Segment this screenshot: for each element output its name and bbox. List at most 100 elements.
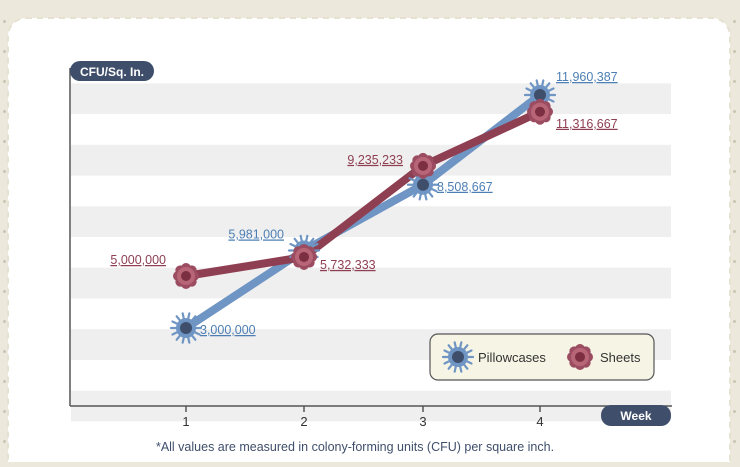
background-dot <box>733 200 736 203</box>
marker-spike <box>412 190 419 198</box>
background-dot <box>3 170 6 173</box>
background-dot <box>733 350 736 353</box>
background-dot <box>733 440 736 443</box>
data-label-pillowcases: 3,000,000 <box>200 323 256 337</box>
background-dot <box>3 50 6 53</box>
data-label-sheets: 9,235,233 <box>347 153 403 167</box>
legend-box <box>429 333 655 381</box>
background-dot <box>3 440 6 443</box>
background-dot <box>733 20 736 23</box>
marker-core <box>417 178 429 191</box>
marker-spike <box>193 320 201 326</box>
x-tick-label: 4 <box>536 414 543 429</box>
data-label-sheets: 5,000,000 <box>110 253 166 267</box>
background-dot <box>733 260 736 263</box>
y-axis-tag: CFU/Sq. In. <box>70 61 154 81</box>
background-dot <box>3 80 6 83</box>
series-lines <box>182 91 544 332</box>
grid-band <box>71 144 671 176</box>
marker-sheets <box>410 152 436 179</box>
marker-spike <box>171 320 179 326</box>
background-dot <box>733 290 736 293</box>
marker-spike <box>289 242 297 248</box>
x-ticks: 1 2 3 4 <box>182 406 544 429</box>
footnote: *All values are measured in colony-formi… <box>156 440 554 454</box>
data-labels: 3,000,000 5,981,000 8,508,667 11,960,387 5,0… <box>110 70 617 337</box>
legend-label-sheets: Sheets <box>600 350 641 365</box>
marker-core <box>299 251 309 262</box>
marker-spike <box>171 330 179 336</box>
data-label-sheets: 5,732,333 <box>320 258 376 272</box>
background-dot <box>3 20 6 23</box>
background-dot <box>3 410 6 413</box>
y-axis-tag-bg <box>70 61 154 81</box>
grid-band <box>71 83 671 115</box>
background-dot <box>733 50 736 53</box>
marker-core <box>181 271 191 281</box>
marker-spike <box>293 237 300 245</box>
background-dot <box>3 200 6 203</box>
marker-spike <box>447 362 454 370</box>
legend-marker-pillowcases <box>441 341 475 373</box>
grid-band <box>71 267 671 299</box>
y-axis-label: CFU/Sq. In. <box>80 65 144 79</box>
marker-spike <box>418 192 423 201</box>
legend-items: Pillowcases Sheets <box>441 341 641 373</box>
background-dot <box>3 230 6 233</box>
marker-sheets <box>291 243 317 270</box>
marker-spike <box>299 234 304 243</box>
series-markers <box>169 79 557 344</box>
marker-spike <box>447 344 454 352</box>
marker-spike <box>427 190 434 198</box>
x-axis-label: Week <box>620 409 651 423</box>
background-dot <box>733 230 736 233</box>
background-dot <box>733 80 736 83</box>
data-label-pillowcases: 5,981,000 <box>228 227 284 241</box>
background-dot <box>3 290 6 293</box>
marker-sheets <box>527 98 553 125</box>
marker-pillowcases <box>406 169 440 201</box>
marker-spike <box>308 237 315 245</box>
marker-spike <box>304 234 309 243</box>
background-dot <box>3 110 6 113</box>
marker-spike <box>423 192 428 201</box>
marker-core <box>180 322 192 334</box>
marker-pillowcases <box>169 312 203 344</box>
marker-spike <box>408 187 416 193</box>
x-axis-tag-bg <box>601 405 671 426</box>
marker-spike <box>462 362 469 370</box>
marker-core <box>575 352 585 362</box>
marker-spike <box>311 242 319 248</box>
marker-spike <box>408 177 416 182</box>
series-line-sheets <box>182 107 544 280</box>
x-tick-label: 1 <box>182 414 189 429</box>
marker-spike <box>535 79 540 88</box>
x-tick-label: 3 <box>419 414 426 429</box>
marker-core <box>535 106 545 117</box>
marker-core <box>534 89 546 102</box>
data-label-pillowcases: 11,960,387 <box>556 70 618 84</box>
marker-spike <box>430 187 438 193</box>
legend-marker-sheets <box>567 344 593 370</box>
marker-spike <box>540 79 545 88</box>
background-dot <box>733 140 736 143</box>
background-dot <box>3 260 6 263</box>
marker-core <box>452 351 464 363</box>
marker-spike <box>443 359 451 365</box>
background-dot <box>733 170 736 173</box>
marker-spike <box>443 349 451 355</box>
background-dot <box>3 380 6 383</box>
legend: Pillowcases Sheets <box>429 333 655 381</box>
marker-spike <box>462 344 469 352</box>
background-dot <box>733 410 736 413</box>
background-dot <box>3 320 6 323</box>
x-tick-label: 2 <box>300 414 307 429</box>
marker-sheets <box>173 263 199 289</box>
background-dot <box>733 380 736 383</box>
marker-spike <box>430 177 438 182</box>
background-dot <box>3 350 6 353</box>
data-label-sheets: 11,316,667 <box>556 117 618 131</box>
marker-spike <box>193 330 201 336</box>
